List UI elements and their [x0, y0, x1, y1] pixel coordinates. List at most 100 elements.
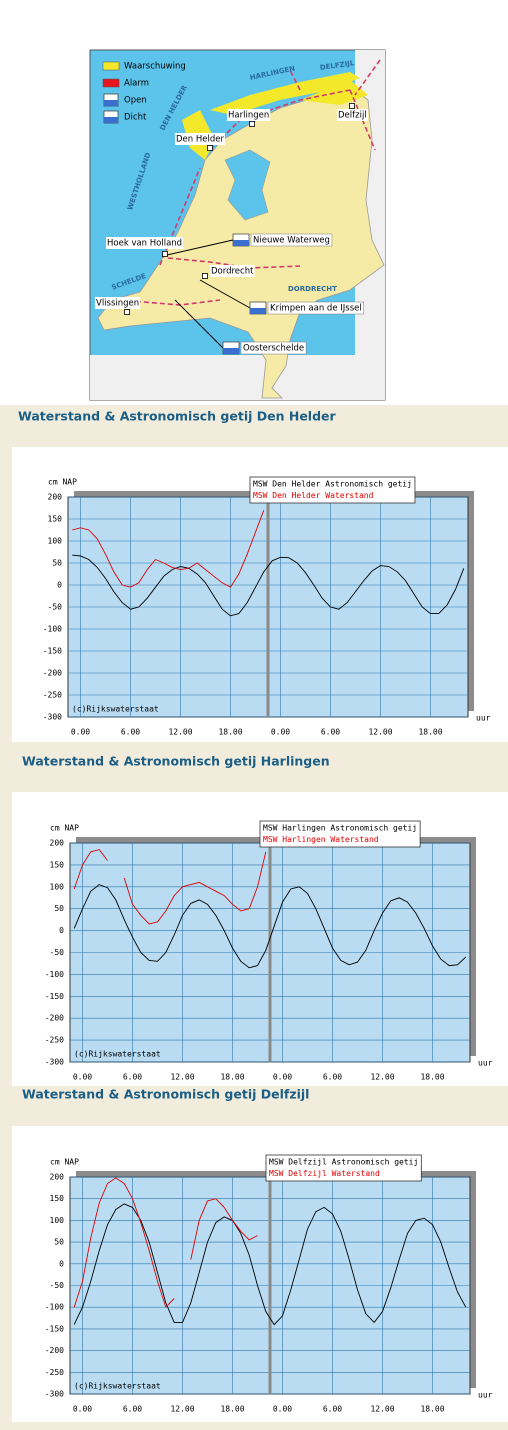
x-tick-label: 0.00: [273, 1073, 292, 1082]
y-tick-label: -150: [45, 1324, 64, 1333]
x-tick-label: 6.00: [323, 1405, 342, 1414]
station-marker: [162, 251, 168, 257]
y-tick-label: 200: [50, 1173, 65, 1182]
y-tick-label: -150: [43, 647, 62, 656]
chart-section: Waterstand & Astronomisch getij Delfzijl…: [12, 1087, 508, 1422]
x-tick-label: 6.00: [321, 728, 340, 737]
station-label: Hoek van Holland: [107, 239, 182, 249]
y-tick-label: -200: [45, 1014, 64, 1023]
y-tick-label: -250: [45, 1368, 64, 1377]
x-tick-label: 12.00: [368, 728, 392, 737]
x-tick-label: 0.00: [73, 1073, 92, 1082]
station-marker: [202, 273, 208, 279]
ijsselmeer: [224, 149, 271, 221]
y-tick-label: -250: [45, 1036, 64, 1045]
x-tick-label: 12.00: [170, 1073, 194, 1082]
x-axis-label: uur: [478, 1391, 493, 1400]
barrier-label: Nieuwe Waterweg: [253, 236, 330, 246]
y-tick-label: 200: [50, 839, 65, 848]
station-label-bg: [95, 297, 141, 309]
station-label-bg: [337, 109, 368, 121]
annotation: (c)Rijkswaterstaat: [74, 1382, 161, 1391]
y-tick-label: -50: [48, 603, 63, 612]
x-tick-label: 6.00: [323, 1073, 342, 1082]
y-tick-label: -250: [43, 691, 62, 700]
barrier-pointer: [166, 239, 234, 256]
y-tick-label: -100: [45, 970, 64, 979]
station-marker: [249, 121, 255, 127]
x-tick-label: 18.00: [218, 728, 242, 737]
station-marker: [349, 103, 355, 109]
y-tick-label: -150: [45, 992, 64, 1001]
barrier-pointer: [174, 299, 224, 349]
series-line: [73, 1177, 258, 1309]
legend-label: Alarm: [124, 79, 149, 89]
chart-section: Waterstand & Astronomisch getij Harlinge…: [12, 754, 508, 1086]
x-axis-label: uur: [478, 1059, 493, 1068]
y-tick-label: 100: [48, 537, 63, 546]
y-tick-label: 150: [48, 515, 63, 524]
y-tick-label: -200: [43, 669, 62, 678]
legend-box: [259, 820, 421, 848]
y-tick-label: -100: [45, 1303, 64, 1312]
station-label: Dordrecht: [211, 267, 254, 277]
y-tick-label: 0: [57, 581, 62, 590]
legend-box: [265, 1154, 422, 1182]
belgium: [90, 355, 385, 400]
legend-label: MSW Harlingen Astronomisch getij: [263, 824, 417, 833]
barrier-label: Oosterschelde: [243, 344, 304, 354]
y-tick-label: -50: [50, 1281, 65, 1290]
chart-title: Waterstand & Astronomisch getij Harlinge…: [22, 754, 330, 769]
y-tick-label: 200: [48, 493, 63, 502]
station-label-bg: [210, 265, 255, 277]
barrier-icon-water: [223, 348, 239, 354]
y-tick-label: -100: [43, 625, 62, 634]
station-marker: [207, 145, 213, 151]
chart-section: Waterstand & Astronomisch getij Den Held…: [12, 409, 508, 742]
legend-label: MSW Den Helder Waterstand: [253, 491, 374, 500]
station-label: Delfzijl: [338, 111, 367, 121]
x-tick-label: 0.00: [273, 1405, 292, 1414]
legend: MSW Harlingen Astronomisch getij MSW Harl…: [259, 820, 421, 848]
map-legend: Waarschuwing Alarm Open Dicht: [102, 61, 186, 124]
y-tick-label: 100: [50, 882, 65, 891]
barrier-label-bg: [267, 301, 364, 315]
barrier-label-bg: [250, 233, 333, 247]
series-line: [73, 884, 467, 969]
x-tick-label: 6.00: [123, 1405, 142, 1414]
legend-label: MSW Delfzijl Waterstand: [269, 1169, 380, 1178]
x-tick-label: 12.00: [170, 1405, 194, 1414]
station-label: Vlissingen: [96, 299, 139, 309]
legend-swatch: [102, 61, 120, 71]
legend: MSW Delfzijl Astronomisch getij MSW Delfz…: [265, 1154, 422, 1182]
y-tick-label: -200: [45, 1346, 64, 1355]
y-tick-label: 0: [59, 1259, 64, 1268]
y-axis-label: cm NAP: [50, 1158, 79, 1167]
y-tick-label: 150: [50, 1194, 65, 1203]
barrier-pointer: [199, 279, 251, 309]
chart-title: Waterstand & Astronomisch getij Den Held…: [18, 409, 337, 424]
warning-zone: [210, 72, 360, 115]
region-label: DORDRECHT: [288, 285, 337, 293]
annotation: (c)Rijkswaterstaat: [72, 705, 159, 714]
y-tick-label: 50: [54, 1238, 64, 1247]
legend-label: MSW Den Helder Astronomisch getij: [253, 480, 412, 489]
y-tick-label: -300: [45, 1390, 64, 1399]
legend-icon-water: [104, 100, 118, 106]
station-label-bg: [175, 133, 225, 145]
y-tick-label: 0: [59, 926, 64, 935]
legend-label: MSW Delfzijl Astronomisch getij: [269, 1158, 418, 1167]
y-tick-label: 50: [52, 559, 62, 568]
x-axis-label: uur: [476, 714, 491, 723]
legend-label: Dicht: [124, 113, 147, 123]
y-tick-label: -300: [45, 1058, 64, 1067]
x-tick-label: 18.00: [418, 728, 442, 737]
legend-swatch: [102, 78, 120, 88]
legend-icon-water: [104, 117, 118, 123]
x-tick-label: 0.00: [73, 1405, 92, 1414]
x-tick-label: 6.00: [123, 1073, 142, 1082]
station-label-bg: [106, 237, 184, 249]
x-tick-label: 12.00: [168, 728, 192, 737]
